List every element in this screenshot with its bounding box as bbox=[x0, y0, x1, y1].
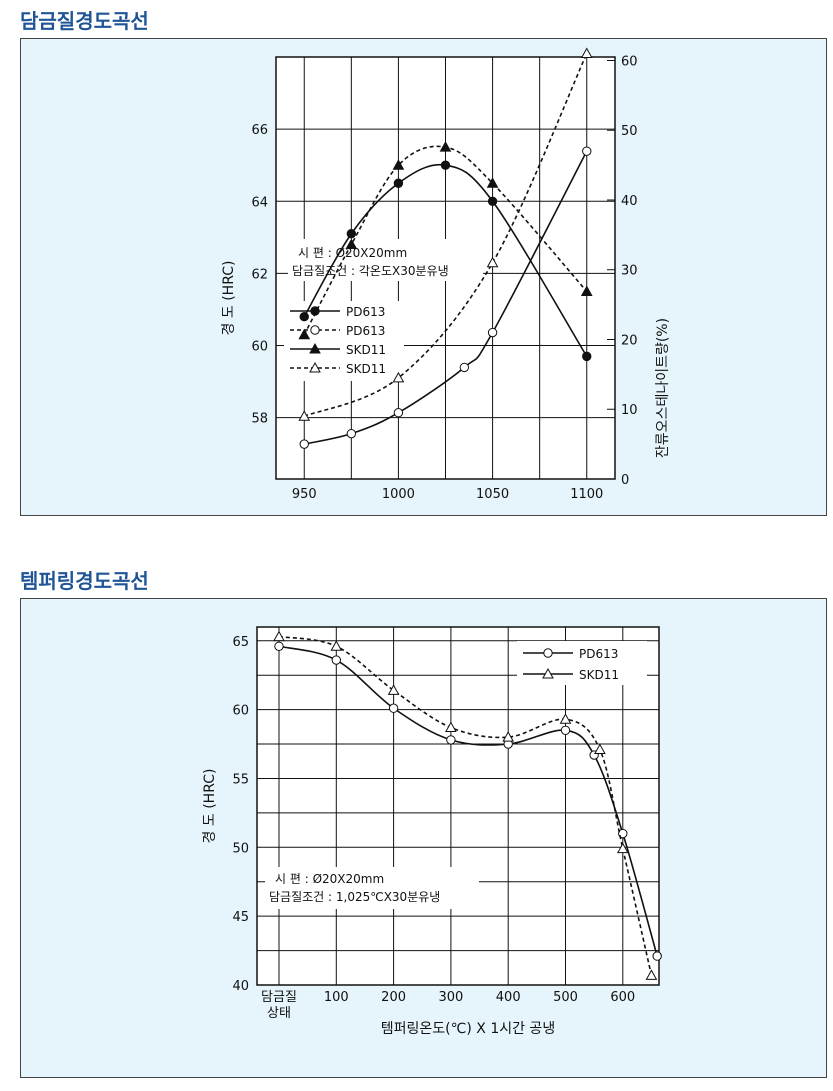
annotation-line: 시 편 : Ø20X20mm bbox=[298, 246, 407, 260]
section-title-quenching: 담금질경도곡선 bbox=[20, 9, 149, 33]
y2-tick-label: 40 bbox=[621, 194, 638, 209]
y-axis-label: 경 도 (HRC) bbox=[202, 769, 218, 844]
y-tick-label: 62 bbox=[251, 267, 268, 282]
quenching-hardness-chart: 950 1000 1050 1100 58 60 62 64 66 0 10 20 30 40 50 60 담금… bbox=[221, 47, 671, 502]
data-point bbox=[487, 327, 498, 338]
data-point bbox=[388, 703, 399, 713]
x-tick-label: 100 bbox=[324, 990, 349, 1005]
y-tick-label: 58 bbox=[251, 412, 268, 427]
data-point bbox=[299, 311, 309, 322]
y2-tick-label: 60 bbox=[621, 54, 638, 69]
legend-background bbox=[517, 641, 647, 685]
data-point bbox=[582, 146, 592, 156]
y-tick-label: 65 bbox=[232, 635, 249, 650]
x-tick-label: 1100 bbox=[570, 487, 603, 502]
legend-label: SKD11 bbox=[579, 668, 619, 682]
x-tick-label: 400 bbox=[496, 990, 521, 1005]
annotation-background bbox=[265, 867, 479, 909]
data-point bbox=[616, 842, 629, 854]
data-point bbox=[387, 684, 400, 695]
data-point bbox=[487, 196, 498, 206]
legend-marker bbox=[309, 361, 321, 373]
data-point bbox=[345, 238, 358, 250]
annotation-line: 시 편 : Ø20X20mm bbox=[275, 872, 384, 886]
y-tick-label: 55 bbox=[232, 772, 249, 787]
x-tick-label: 1050 bbox=[476, 487, 509, 502]
data-point bbox=[393, 178, 404, 188]
x-axis-label: 템퍼링온도(℃) X 1시간 공냉 bbox=[381, 1021, 555, 1037]
data-point bbox=[439, 141, 452, 152]
data-point bbox=[392, 371, 405, 383]
annotation-line: 담금질조건 : 각온도X30분유냉 bbox=[292, 264, 449, 278]
section-title-tempering: 템퍼링경도곡선 bbox=[20, 569, 149, 593]
data-point bbox=[274, 641, 284, 651]
y-tick-label: 60 bbox=[232, 704, 249, 719]
tempering-hardness-chart-panel: 40 45 50 55 60 65 담금질 상태 100 200 300 400 500 600 템퍼링온도… bbox=[20, 598, 827, 1078]
legend-marker bbox=[542, 667, 554, 679]
data-point bbox=[594, 743, 606, 755]
x-tick-label: 상태 bbox=[267, 1006, 291, 1021]
legend-label: PD613 bbox=[346, 324, 385, 338]
series-line bbox=[303, 53, 588, 417]
data-point bbox=[645, 969, 658, 980]
data-point bbox=[445, 721, 457, 733]
y-tick-label: 40 bbox=[232, 979, 249, 994]
data-point bbox=[330, 640, 343, 651]
data-point bbox=[393, 408, 404, 418]
y2-tick-label: 30 bbox=[621, 264, 638, 279]
y2-tick-label: 0 bbox=[621, 473, 629, 488]
data-point bbox=[331, 655, 341, 665]
data-point bbox=[392, 159, 405, 170]
x-tick-label: 600 bbox=[610, 990, 635, 1005]
data-point bbox=[486, 256, 499, 268]
x-tick-label: 담금질 bbox=[261, 990, 297, 1005]
y2-axis-label: 잔류오스테나이트량(%) bbox=[655, 318, 671, 458]
legend-marker bbox=[309, 342, 321, 354]
y-tick-label: 45 bbox=[232, 910, 249, 925]
y-tick-label: 50 bbox=[232, 841, 249, 856]
legend-label: SKD11 bbox=[346, 343, 386, 357]
y-axis-label: 경 도 (HRC) bbox=[221, 261, 237, 336]
x-tick-label: 500 bbox=[553, 990, 578, 1005]
annotation-line: 담금질조건 : 1,025℃X30분유냉 bbox=[269, 890, 440, 904]
y2-tick-label: 50 bbox=[621, 124, 638, 139]
y2-tick-label: 10 bbox=[621, 403, 638, 418]
legend-label: PD613 bbox=[579, 647, 618, 661]
data-point bbox=[652, 951, 662, 961]
data-point bbox=[459, 362, 470, 373]
legend-marker bbox=[543, 648, 553, 658]
data-point bbox=[298, 410, 311, 421]
plot-area bbox=[256, 626, 660, 986]
data-point bbox=[502, 731, 515, 742]
data-point bbox=[559, 713, 572, 724]
data-point bbox=[486, 177, 499, 188]
data-point bbox=[560, 725, 571, 735]
data-point bbox=[299, 439, 309, 449]
y2-tick-label: 20 bbox=[621, 333, 638, 348]
data-point bbox=[440, 160, 451, 170]
x-tick-label: 200 bbox=[381, 990, 406, 1005]
series-line bbox=[303, 145, 588, 336]
data-point bbox=[580, 47, 593, 59]
data-point bbox=[446, 735, 456, 745]
y-tick-label: 66 bbox=[251, 123, 268, 138]
data-point bbox=[298, 328, 311, 340]
data-point bbox=[580, 285, 593, 296]
legend-label: SKD11 bbox=[346, 362, 386, 376]
legend-marker bbox=[310, 325, 320, 335]
y-tick-label: 64 bbox=[251, 195, 268, 210]
series-line bbox=[303, 163, 588, 357]
x-tick-label: 1000 bbox=[382, 487, 415, 502]
x-tick-label: 300 bbox=[438, 990, 463, 1005]
data-point bbox=[346, 229, 357, 239]
legend-label: PD613 bbox=[346, 305, 385, 319]
y-tick-label: 60 bbox=[251, 340, 268, 355]
data-point bbox=[346, 428, 357, 439]
quenching-hardness-chart-panel: 950 1000 1050 1100 58 60 62 64 66 0 10 20 30 40 50 60 담금… bbox=[20, 38, 827, 516]
annotation-background bbox=[288, 239, 483, 281]
data-point bbox=[582, 351, 592, 362]
x-tick-label: 950 bbox=[292, 487, 317, 502]
data-point bbox=[273, 630, 285, 642]
